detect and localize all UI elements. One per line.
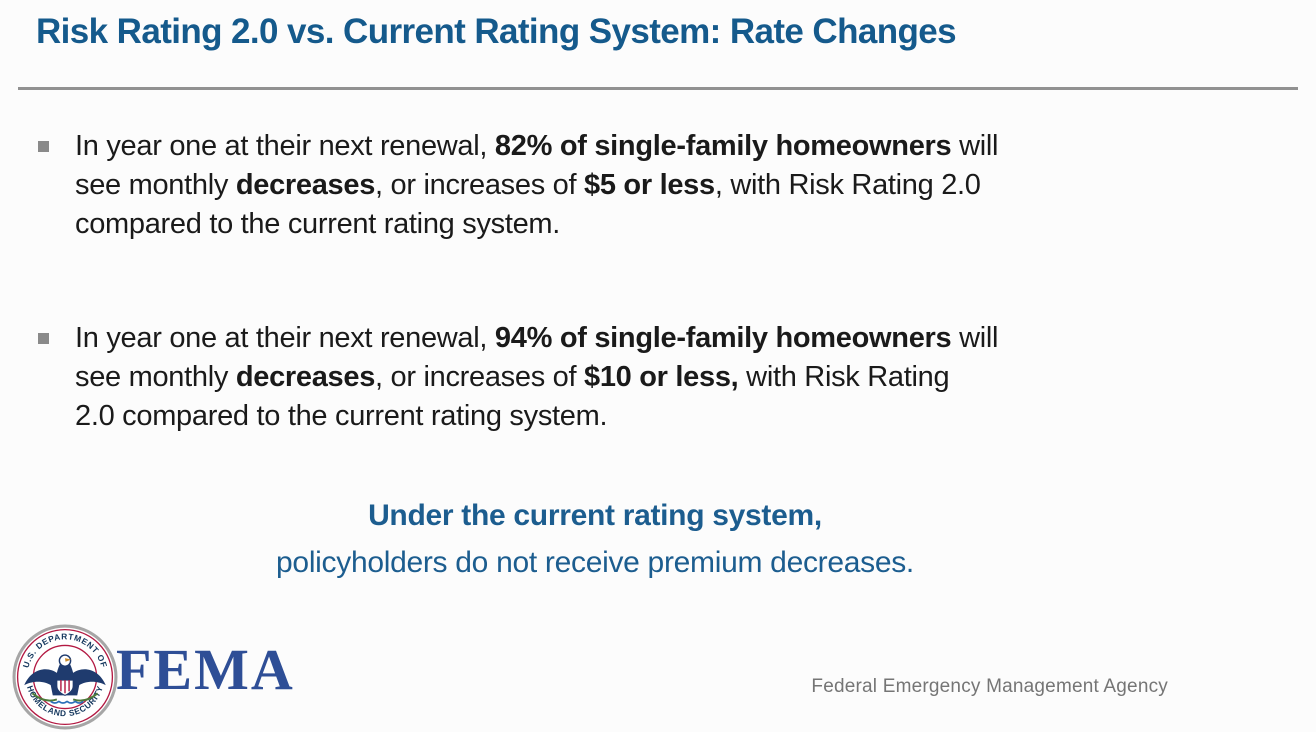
- eagle-emblem-icon: [24, 654, 106, 704]
- callout-line-1: Under the current rating system,: [368, 499, 822, 532]
- page-title: Risk Rating 2.0 vs. Current Rating Syste…: [36, 12, 957, 51]
- bullet-text: In year one at their next renewal, 94% o…: [75, 322, 999, 432]
- bullet-text: In year one at their next renewal, 82% o…: [75, 130, 999, 240]
- callout-statement: Under the current rating system, policyh…: [75, 492, 1115, 586]
- dhs-seal-logo: U.S. DEPARTMENT OF HOMELAND SECURITY: [12, 624, 118, 730]
- bullet-item-year-one-82: In year one at their next renewal, 82% o…: [38, 127, 999, 244]
- agency-name-label: Federal Emergency Management Agency: [811, 676, 1168, 697]
- fema-wordmark: FEMA: [116, 637, 295, 702]
- bullet-square-icon: [38, 141, 49, 152]
- title-divider: [18, 87, 1298, 90]
- callout-line-2: policyholders do not receive premium dec…: [276, 546, 914, 579]
- bullet-square-icon: [38, 333, 49, 344]
- bullet-item-year-one-94: In year one at their next renewal, 94% o…: [38, 319, 999, 436]
